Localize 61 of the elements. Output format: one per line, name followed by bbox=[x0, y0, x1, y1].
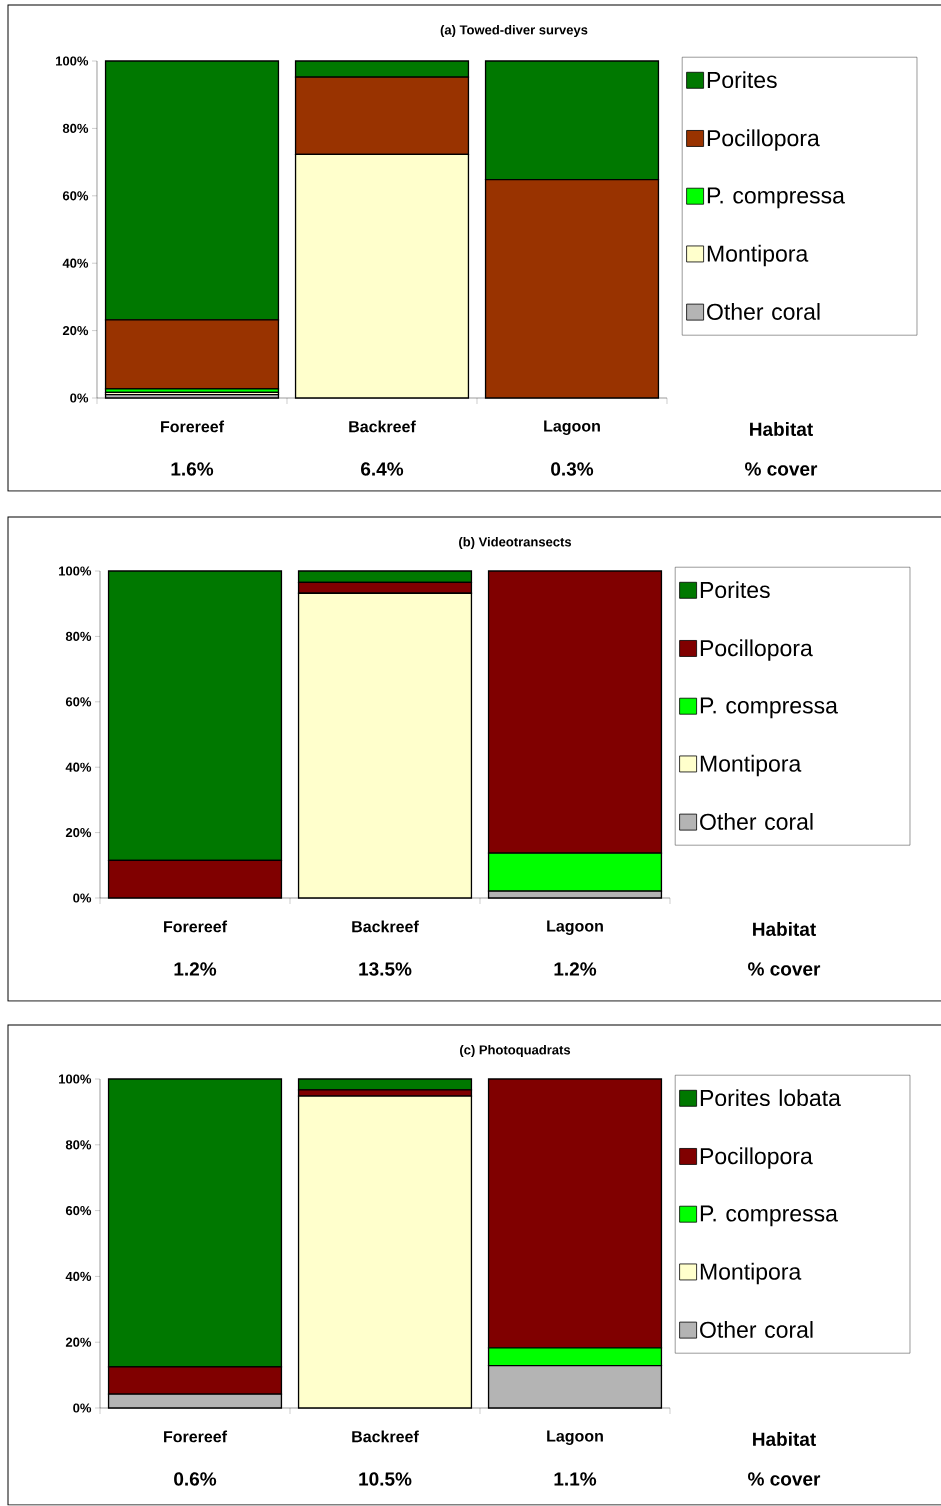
y-tick-label: 40% bbox=[62, 258, 89, 268]
legend-label: Porites bbox=[707, 71, 777, 89]
y-tick-label: 20% bbox=[65, 1337, 92, 1347]
x-tick-label: Backreef bbox=[352, 920, 419, 933]
chart-title: (c) Photoquadrats bbox=[460, 1044, 571, 1058]
x-tick-label: Forereef bbox=[164, 1430, 228, 1443]
legend-label: Montipora bbox=[700, 1262, 802, 1285]
legend-label: P. compressa bbox=[707, 187, 845, 209]
x-tick-label: Lagoon bbox=[547, 920, 603, 935]
x-tick-label: Forereef bbox=[161, 420, 225, 433]
legend-label: Pocillopora bbox=[700, 639, 813, 661]
text: % cover bbox=[748, 1472, 821, 1486]
y-tick-label: 20% bbox=[62, 326, 89, 336]
legend-label: P. compressa bbox=[700, 1205, 838, 1227]
text: 10.5% bbox=[359, 1472, 412, 1486]
legend-label: Other coral bbox=[700, 1321, 813, 1338]
text: % cover bbox=[745, 462, 818, 476]
text: 0.6% bbox=[174, 1472, 217, 1486]
legend-label: Pocillopora bbox=[700, 1147, 813, 1169]
text: 0.3% bbox=[551, 462, 594, 476]
text: Habitat bbox=[750, 422, 813, 436]
bar bbox=[297, 1078, 473, 1091]
x-tick-label: Lagoon bbox=[544, 420, 600, 435]
x-tick-label: Lagoon bbox=[547, 1430, 603, 1445]
legend-label: Other coral bbox=[700, 813, 813, 830]
y-tick-label: 80% bbox=[65, 1140, 92, 1150]
y-tick-label: 0% bbox=[70, 393, 89, 403]
chart-title: (a) Towed-diver surveys bbox=[440, 24, 588, 38]
text: 1.2% bbox=[554, 962, 597, 976]
x-tick-label: Forereef bbox=[164, 920, 228, 933]
legend-label: Porites bbox=[700, 581, 770, 599]
text: Habitat bbox=[753, 922, 816, 936]
legend-label: Porites lobata bbox=[700, 1089, 841, 1107]
text: % cover bbox=[748, 962, 821, 976]
legend-label: Pocillopora bbox=[707, 129, 820, 151]
y-tick-label: 20% bbox=[65, 828, 92, 838]
y-tick-label: 40% bbox=[65, 762, 92, 772]
x-tick-label: Backreef bbox=[349, 420, 416, 433]
y-tick-label: 0% bbox=[73, 1403, 92, 1413]
text: 6.4% bbox=[361, 462, 404, 476]
legend-label: P. compressa bbox=[700, 697, 838, 719]
y-tick-label: 40% bbox=[65, 1271, 92, 1282]
y-tick-label: 100% bbox=[56, 56, 89, 66]
x-tick-label: Backreef bbox=[352, 1430, 419, 1443]
legend-label: Other coral bbox=[707, 303, 820, 320]
y-tick-label: 60% bbox=[65, 1206, 92, 1216]
y-tick-label: 80% bbox=[62, 123, 89, 134]
text: 1.2% bbox=[174, 962, 217, 976]
text: 1.6% bbox=[171, 462, 214, 476]
text: 13.5% bbox=[359, 962, 412, 976]
y-tick-label: 0% bbox=[73, 893, 92, 903]
y-tick-label: 100% bbox=[59, 566, 92, 576]
legend-label: Montipora bbox=[700, 754, 802, 777]
y-tick-label: 60% bbox=[62, 191, 89, 201]
legend-label: Montipora bbox=[707, 244, 809, 267]
text: 1.1% bbox=[554, 1472, 597, 1486]
y-tick-label: 80% bbox=[65, 631, 92, 642]
y-tick-label: 100% bbox=[59, 1074, 92, 1084]
y-tick-label: 60% bbox=[65, 697, 92, 707]
text: Habitat bbox=[753, 1432, 816, 1446]
chart-title: (b) Videotransects bbox=[459, 536, 572, 550]
